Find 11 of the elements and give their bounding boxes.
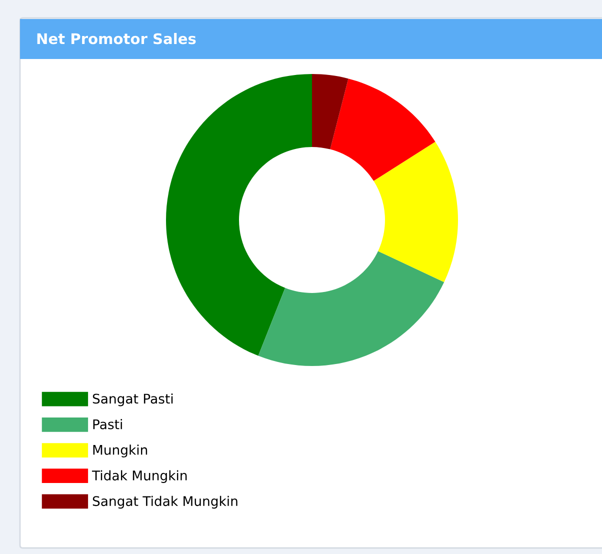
chart-title: Net Promotor Sales — [37, 32, 196, 44]
donut-slice — [312, 74, 348, 150]
donut-slice — [166, 74, 312, 356]
legend-label: Sangat Pasti — [92, 393, 173, 406]
legend-label: Pasti — [93, 419, 122, 430]
legend-label: Mungkin — [93, 444, 148, 458]
legend-label: Sangat Tidak Mungkin — [92, 496, 238, 509]
donut-slice — [374, 142, 458, 282]
donut-slice — [330, 78, 436, 181]
donut-slice — [258, 251, 444, 366]
legend-label: Tidak Mungkin — [92, 470, 187, 484]
